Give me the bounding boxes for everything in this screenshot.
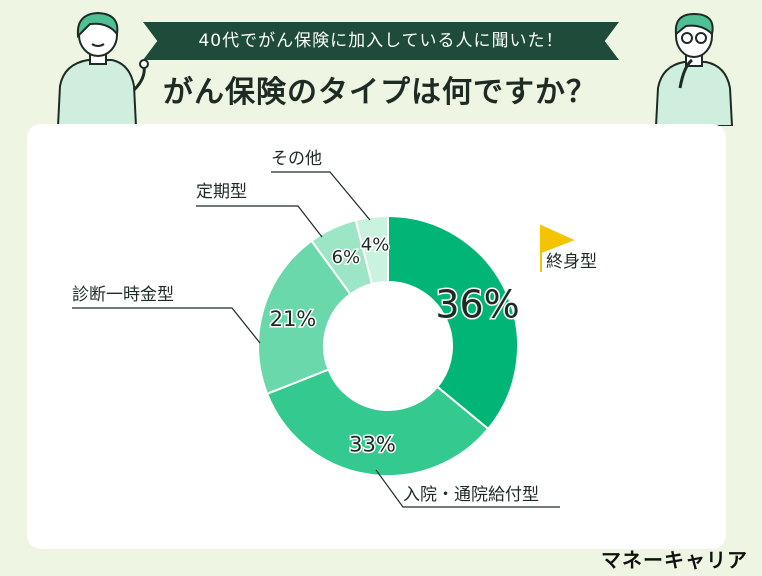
donut-slice [354, 214, 389, 286]
donut-slice [257, 239, 352, 396]
donut-slice [265, 368, 490, 477]
flag-icon [540, 224, 575, 272]
slice-percentage-label: 6% [332, 247, 361, 268]
leader-line [375, 469, 560, 508]
brand-logo-text: マネーキャリア [601, 548, 748, 572]
slice-category-label: 診断一時金型 [72, 285, 174, 305]
slice-percentage-label: 36% [435, 283, 519, 327]
slice-percentage-label: 33% [349, 432, 396, 456]
header-banner: 40代でがん保険に加入している人に聞いた！ [143, 22, 619, 60]
slice-percentage-label: 21% [270, 307, 317, 331]
slice-category-label: 定期型 [196, 182, 247, 202]
slice-category-label: その他 [271, 149, 322, 169]
slice-category-label: 入院・通院給付型 [403, 485, 539, 505]
page-title: がん保険のタイプは何ですか？ [163, 75, 597, 110]
woman-illustration [56, 11, 149, 126]
leader-line [271, 171, 371, 221]
man-illustration [654, 12, 734, 126]
slice-percentage-label: 4% [361, 234, 390, 255]
chart-card [27, 124, 726, 549]
donut-slice [387, 214, 519, 431]
slice-category-label: 終身型 [546, 252, 597, 272]
leader-line [72, 307, 261, 344]
leader-line [196, 205, 323, 238]
